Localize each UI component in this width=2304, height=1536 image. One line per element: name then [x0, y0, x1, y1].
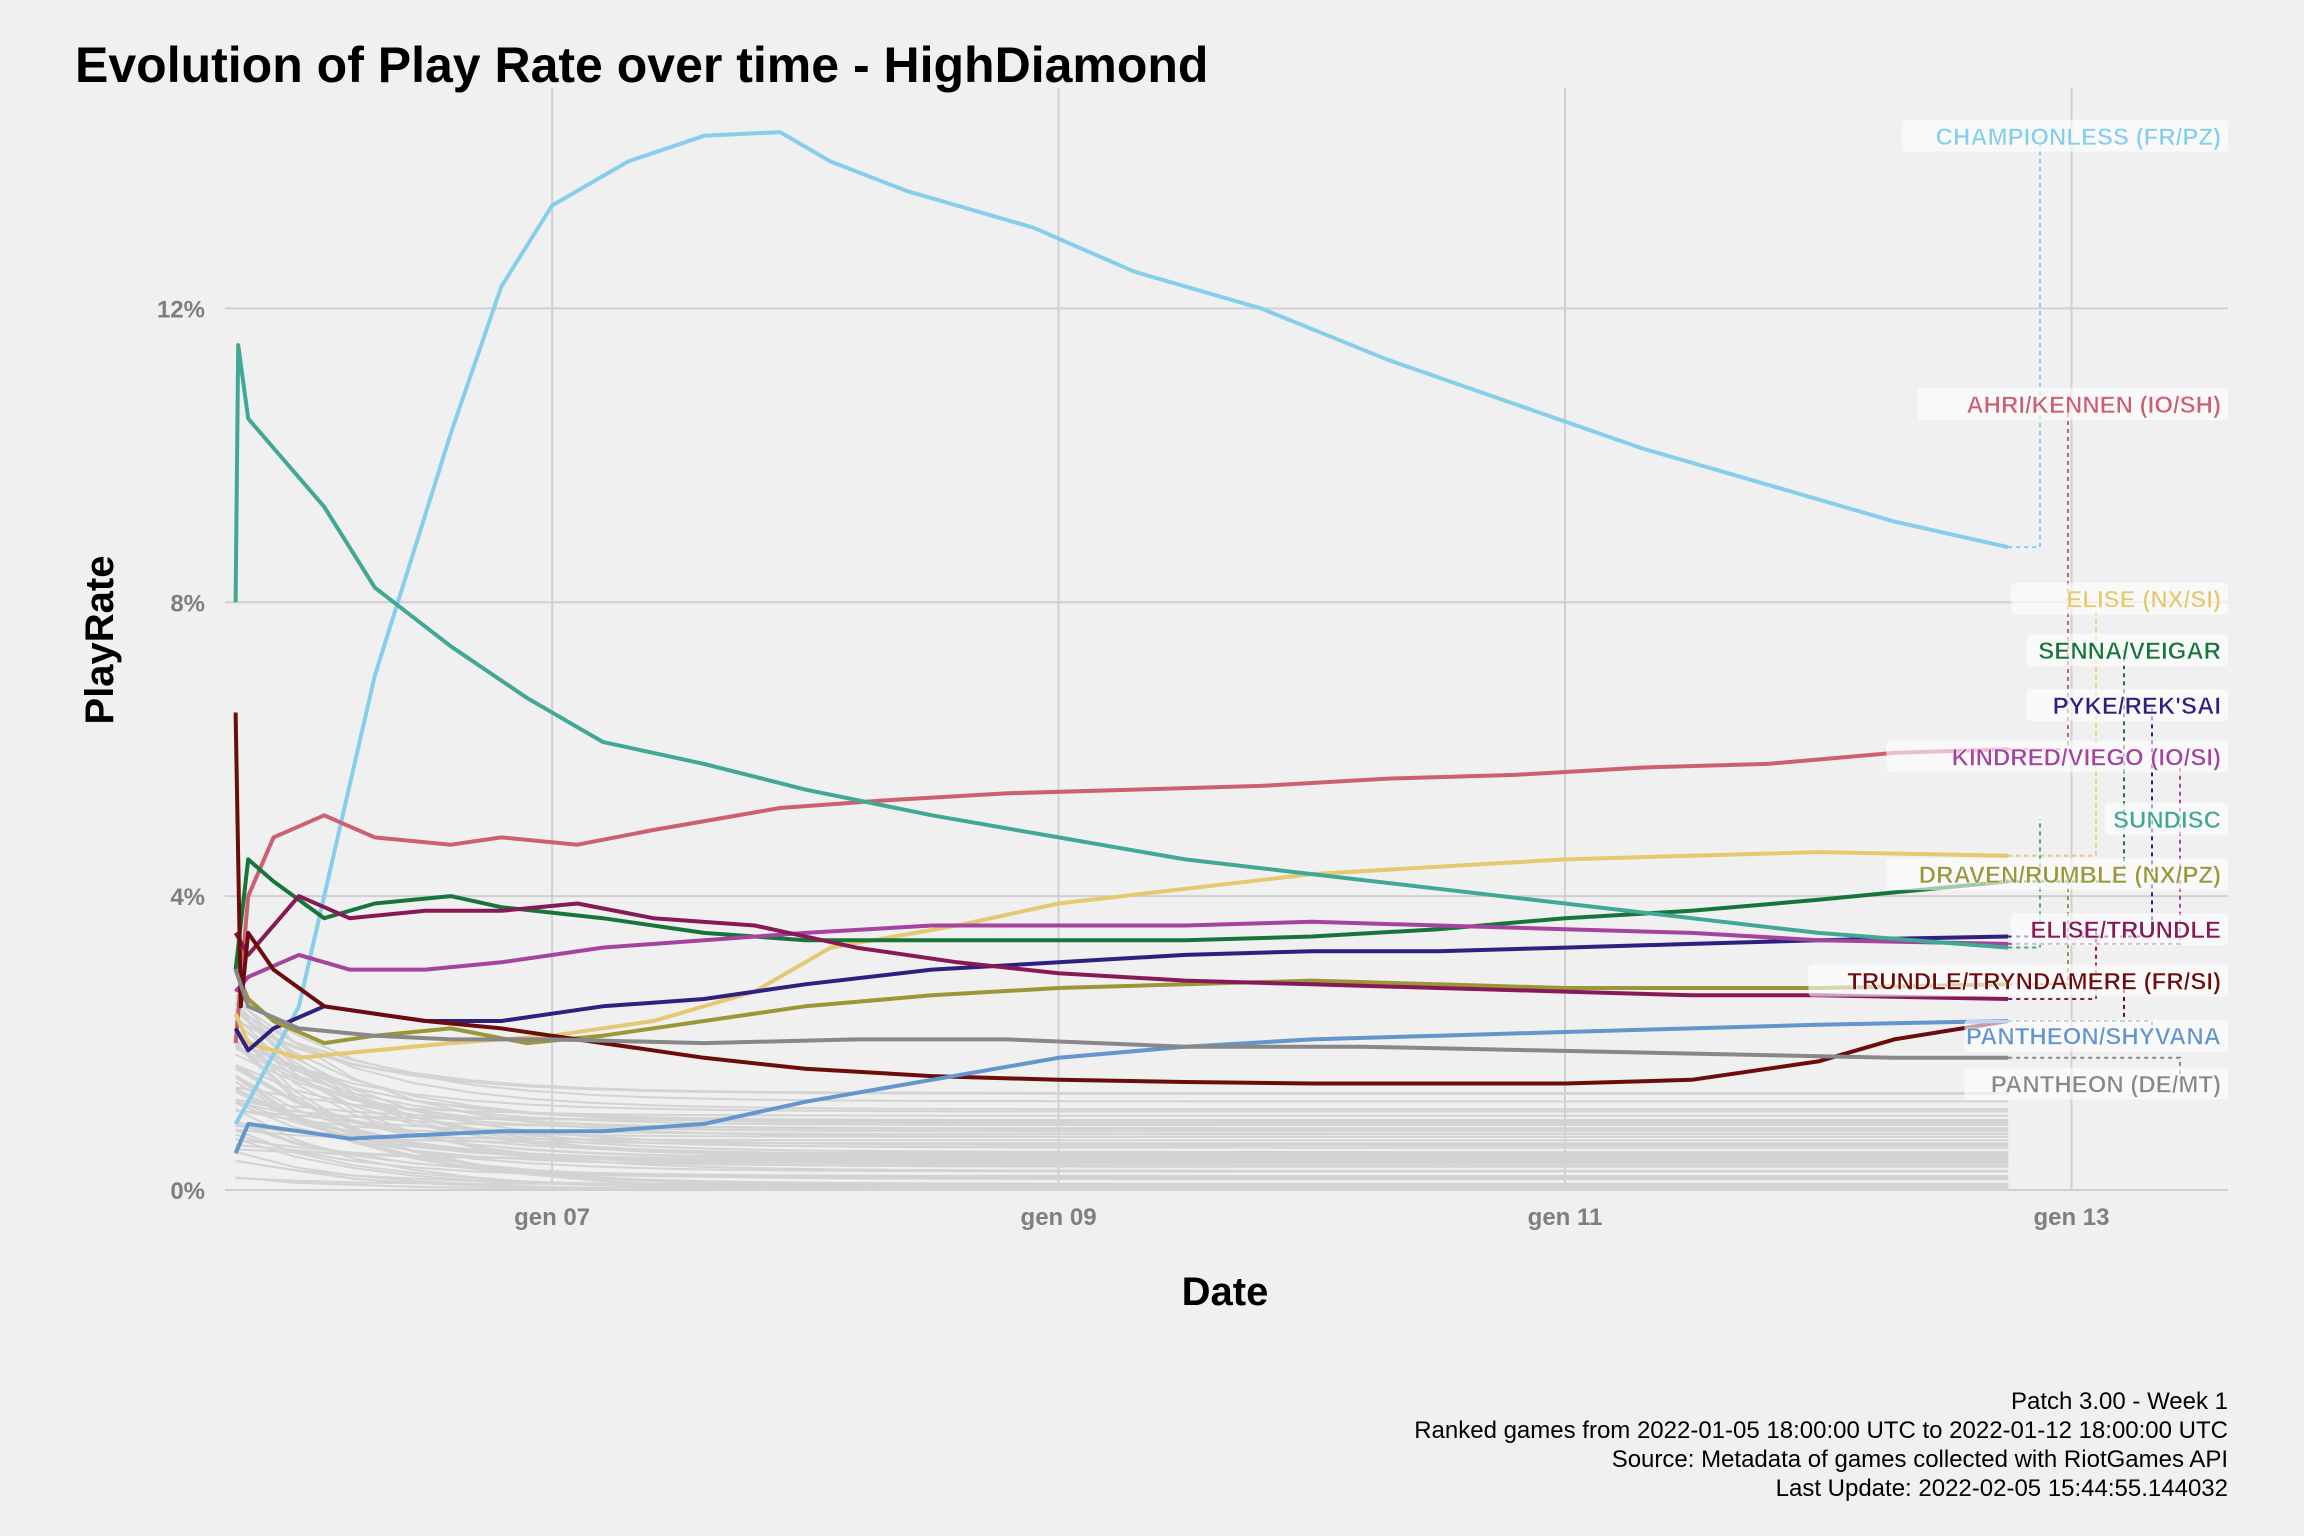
y-tick-labels: 0% 4% 8% 12% — [157, 296, 205, 1205]
background-series-line — [235, 1040, 2009, 1113]
series-label-box — [1886, 740, 2228, 773]
y-tick-label: 12% — [157, 296, 205, 323]
background-series-line — [235, 1177, 2009, 1186]
background-series-line — [234, 1028, 2009, 1156]
series-label-box — [1917, 387, 2228, 420]
caption: Patch 3.00 - Week 1 Ranked games from 20… — [1414, 1388, 2228, 1502]
series-label: KINDRED/VIEGO (IO/SI) — [1952, 745, 2221, 772]
y-tick-label: 8% — [170, 590, 205, 617]
background-series-line — [235, 1080, 2009, 1180]
series-label-box — [2026, 634, 2228, 667]
series-label-box — [2104, 802, 2228, 835]
x-tick-label: gen 07 — [514, 1204, 590, 1231]
x-tick-label: gen 09 — [1021, 1204, 1097, 1231]
series-line — [233, 850, 2009, 1060]
series-line — [233, 1019, 2009, 1155]
background-series-line — [235, 994, 2009, 1103]
series-label-box — [2011, 582, 2228, 615]
background-series-line — [235, 1074, 2009, 1165]
series-label: CHAMPIONLESS (FR/PZ) — [1936, 124, 2221, 151]
label-connector — [2008, 818, 2041, 949]
background-series-line — [234, 1044, 2009, 1188]
series-label-box — [1964, 1067, 2228, 1100]
series-label: TRUNDLE/TRYNDAMERE (FR/SI) — [1847, 969, 2221, 996]
y-tick-label: 4% — [170, 884, 205, 911]
y-axis-title: PlayRate — [78, 556, 122, 725]
caption-line-1: Patch 3.00 - Week 1 — [2011, 1388, 2228, 1415]
background-series-line — [235, 1001, 2009, 1111]
series-label: PYKE/REK'SAI — [2053, 693, 2221, 720]
caption-line-3: Source: Metadata of games collected with… — [1612, 1446, 2228, 1473]
grid-lines — [225, 88, 2228, 1191]
series-line — [233, 130, 2009, 1125]
background-series-line — [234, 997, 2009, 1158]
background-series-line — [235, 1063, 2009, 1133]
background-series-line — [234, 1033, 2009, 1168]
background-series-line — [234, 1032, 2009, 1191]
label-connector — [2008, 598, 2097, 857]
background-series-line — [235, 1034, 2009, 1124]
series-label: PANTHEON (DE/MT) — [1991, 1071, 2221, 1098]
series-line — [233, 857, 2009, 970]
background-series-line — [235, 1009, 2009, 1095]
background-series — [234, 986, 2009, 1191]
x-tick-label: gen 11 — [1528, 1204, 1603, 1231]
series-label-box — [1886, 858, 2228, 891]
background-series-line — [234, 1022, 2009, 1149]
background-series-line — [235, 1064, 2009, 1161]
series-label-box — [2026, 689, 2228, 722]
series-lines — [233, 130, 2009, 1155]
x-tick-labels: gen 07 gen 09 gen 11 gen 13 — [514, 1204, 2109, 1231]
series-line — [233, 894, 2009, 1001]
series-label: ELISE/TRUNDLE — [2030, 917, 2221, 944]
series-label-box — [2011, 913, 2228, 946]
series-label: PANTHEON/SHYVANA — [1966, 1024, 2221, 1051]
caption-line-2: Ranked games from 2022-01-05 18:00:00 UT… — [1414, 1417, 2228, 1444]
background-series-line — [235, 1045, 2009, 1127]
series-label: ELISE (NX/SI) — [2066, 587, 2221, 614]
x-tick-label: gen 13 — [2033, 1204, 2109, 1231]
series-label: SENNA/VEIGAR — [2038, 638, 2221, 665]
series-label: SUNDISC — [2113, 807, 2221, 834]
series-labels: CHAMPIONLESS (FR/PZ) AHRI/KENNEN (IO/SH) E… — [1808, 119, 2228, 1100]
background-series-line — [235, 1039, 2009, 1122]
background-series-line — [235, 1124, 2009, 1142]
x-axis-title: Date — [1182, 1270, 1269, 1314]
series-line — [233, 968, 2009, 1046]
label-connector — [2008, 705, 2153, 938]
series-label: DRAVEN/RUMBLE (NX/PZ) — [1919, 862, 2221, 889]
series-line — [233, 712, 2009, 1086]
label-connector — [2008, 1056, 2181, 1084]
caption-line-4: Last Update: 2022-02-05 15:44:55.144032 — [1776, 1475, 2228, 1502]
series-line — [233, 343, 2009, 950]
series-label: AHRI/KENNEN (IO/SH) — [1966, 392, 2221, 419]
series-line — [234, 919, 2009, 993]
series-label-box — [1964, 1019, 2228, 1052]
series-line — [233, 747, 2009, 1044]
chart-title: Evolution of Play Rate over time - HighD… — [75, 37, 1208, 93]
series-label-box — [1902, 119, 2228, 152]
series-line — [233, 968, 2009, 1060]
background-series-line — [235, 1122, 2009, 1177]
series-label-box — [1808, 964, 2228, 997]
y-tick-label: 0% — [170, 1178, 205, 1205]
label-connector — [2008, 135, 2041, 549]
